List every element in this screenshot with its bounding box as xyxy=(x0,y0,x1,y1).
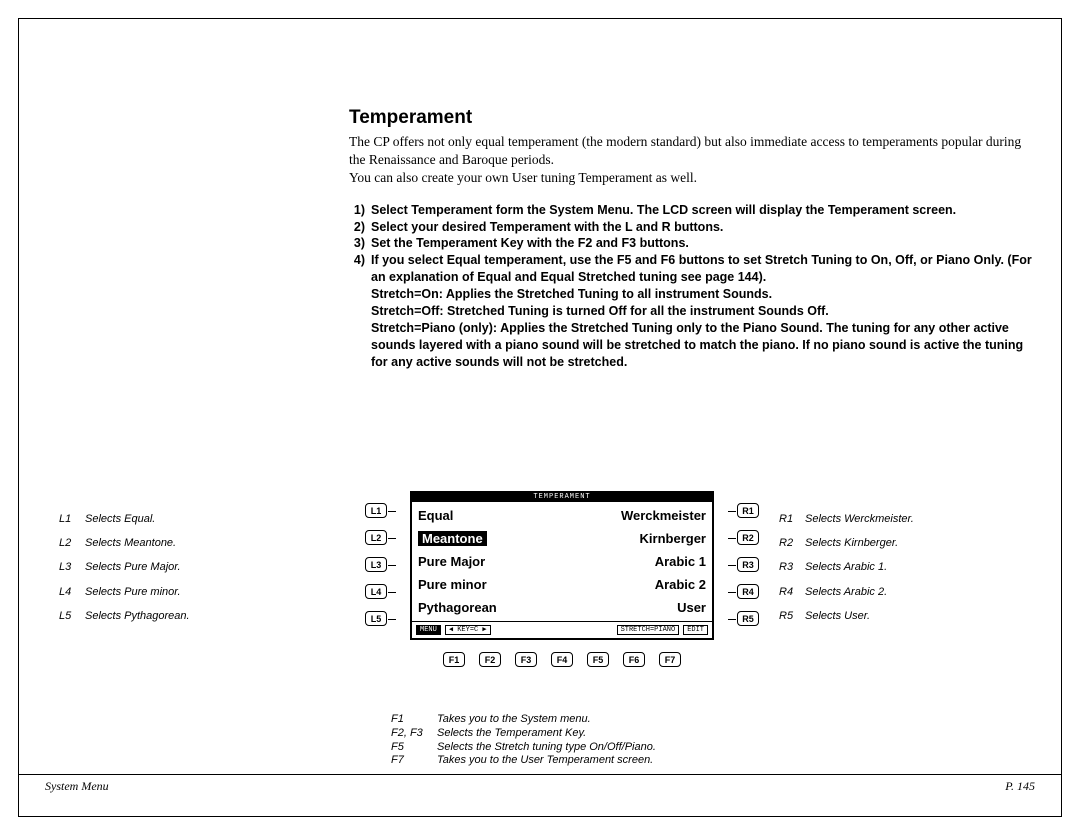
legend-item: R2Selects Kirnberger. xyxy=(779,531,914,555)
lcd-footer: MENU ◀ KEY=C ▶ STRETCH=PIANO EDIT xyxy=(412,621,712,638)
lcd-item-arabic-2: Arabic 2 xyxy=(655,577,706,592)
f7-button[interactable]: F7 xyxy=(659,652,681,667)
legend-item: L3Selects Pure Major. xyxy=(59,555,190,579)
substep: Stretch=Piano (only): Applies the Stretc… xyxy=(371,320,1034,371)
step: 2)Select your desired Temperament with t… xyxy=(349,219,1034,236)
steps-list: 1)Select Temperament form the System Men… xyxy=(349,202,1034,371)
intro-text: The CP offers not only equal temperament… xyxy=(349,133,1034,188)
step: 4)If you select Equal temperament, use t… xyxy=(349,252,1034,286)
lcd-stretch-indicator: STRETCH=PIANO xyxy=(617,625,680,635)
lcd-row: Pythagorean User xyxy=(416,596,708,619)
lcd-key-selector: ◀ KEY=C ▶ xyxy=(445,625,491,635)
l5-button[interactable]: L5 xyxy=(365,611,387,626)
legend-item: L5Selects Pythagorean. xyxy=(59,604,190,628)
f3-button[interactable]: F3 xyxy=(515,652,537,667)
lcd-screen: TEMPERAMENT Equal Werckmeister Meantone Ki… xyxy=(410,491,714,640)
lcd-item-pure-minor: Pure minor xyxy=(418,577,487,592)
legend-item: R4Selects Arabic 2. xyxy=(779,580,914,604)
lcd-item-meantone: Meantone xyxy=(418,531,487,546)
lcd-row: Pure minor Arabic 2 xyxy=(416,573,708,596)
legend-left: L1Selects Equal. L2Selects Meantone. L3S… xyxy=(59,507,190,628)
f-buttons: F1 F2 F3 F4 F5 F6 F7 xyxy=(365,652,759,667)
legend-item: F5Selects the Stretch tuning type On/Off… xyxy=(391,741,656,755)
l1-button[interactable]: L1 xyxy=(365,503,387,518)
intro-line: You can also create your own User tuning… xyxy=(349,169,1034,187)
lcd-item-werckmeister: Werckmeister xyxy=(621,508,706,523)
lcd-body: Equal Werckmeister Meantone Kirnberger Pur… xyxy=(412,502,712,621)
lcd-edit-button: EDIT xyxy=(683,625,708,635)
legend-item: L2Selects Meantone. xyxy=(59,531,190,555)
substep: Stretch=On: Applies the Stretched Tuning… xyxy=(371,286,1034,303)
substep: Stretch=Off: Stretched Tuning is turned … xyxy=(371,303,1034,320)
r1-button[interactable]: R1 xyxy=(737,503,759,518)
step: 3)Set the Temperament Key with the F2 an… xyxy=(349,235,1034,252)
main-content: Temperament The CP offers not only equal… xyxy=(349,107,1034,370)
page-frame: Temperament The CP offers not only equal… xyxy=(18,18,1062,817)
legend-item: R5Selects User. xyxy=(779,604,914,628)
lcd-item-pure-major: Pure Major xyxy=(418,554,485,569)
f4-button[interactable]: F4 xyxy=(551,652,573,667)
lcd-item-equal: Equal xyxy=(418,508,453,523)
l3-button[interactable]: L3 xyxy=(365,557,387,572)
footer-left: System Menu xyxy=(45,779,109,794)
intro-line: The CP offers not only equal temperament… xyxy=(349,133,1034,169)
right-buttons: R1 R2 R3 R4 R5 xyxy=(737,491,759,626)
l4-button[interactable]: L4 xyxy=(365,584,387,599)
page-title: Temperament xyxy=(349,107,1034,129)
lcd-item-user: User xyxy=(677,600,706,615)
footer-right: P. 145 xyxy=(1005,779,1035,794)
f5-button[interactable]: F5 xyxy=(587,652,609,667)
lcd-row: Pure Major Arabic 1 xyxy=(416,550,708,573)
legend-item: F7Takes you to the User Temperament scre… xyxy=(391,754,656,768)
f2-button[interactable]: F2 xyxy=(479,652,501,667)
step: 1)Select Temperament form the System Men… xyxy=(349,202,1034,219)
f6-button[interactable]: F6 xyxy=(623,652,645,667)
lcd-menu-button: MENU xyxy=(416,625,441,635)
f1-button[interactable]: F1 xyxy=(443,652,465,667)
r3-button[interactable]: R3 xyxy=(737,557,759,572)
lcd-item-pythagorean: Pythagorean xyxy=(418,600,497,615)
r2-button[interactable]: R2 xyxy=(737,530,759,545)
device-diagram: L1 L2 L3 L4 L5 R1 R2 R3 R4 R5 TEMPERAMEN… xyxy=(365,491,759,667)
legend-item: F1Takes you to the System menu. xyxy=(391,713,656,727)
lcd-item-arabic-1: Arabic 1 xyxy=(655,554,706,569)
r5-button[interactable]: R5 xyxy=(737,611,759,626)
legend-f: F1Takes you to the System menu. F2, F3Se… xyxy=(391,713,656,768)
legend-right: R1Selects Werckmeister. R2Selects Kirnbe… xyxy=(779,507,914,628)
l2-button[interactable]: L2 xyxy=(365,530,387,545)
legend-item: R1Selects Werckmeister. xyxy=(779,507,914,531)
page-footer: System Menu P. 145 xyxy=(19,774,1061,794)
legend-item: L1Selects Equal. xyxy=(59,507,190,531)
lcd-title: TEMPERAMENT xyxy=(412,493,712,502)
left-buttons: L1 L2 L3 L4 L5 xyxy=(365,491,387,626)
lcd-row: Equal Werckmeister xyxy=(416,504,708,527)
r4-button[interactable]: R4 xyxy=(737,584,759,599)
lcd-row: Meantone Kirnberger xyxy=(416,527,708,550)
legend-item: L4Selects Pure minor. xyxy=(59,580,190,604)
legend-item: R3Selects Arabic 1. xyxy=(779,555,914,579)
legend-item: F2, F3Selects the Temperament Key. xyxy=(391,727,656,741)
lcd-item-kirnberger: Kirnberger xyxy=(640,531,706,546)
